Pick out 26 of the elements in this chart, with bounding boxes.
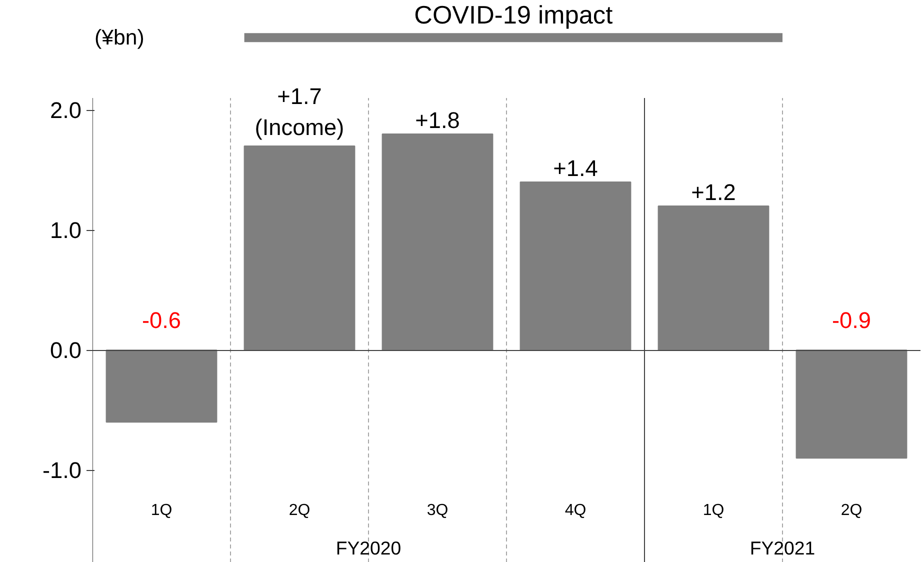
y-tick-label: 1.0 [50,217,82,244]
text: COVID-19 impact [414,2,613,30]
x-tick-label: 2Q [840,502,862,519]
data-label: +1.4 [553,155,598,182]
bar [520,182,632,351]
bar [796,350,908,459]
y-axis-title: (¥bn) [94,26,144,50]
bar [382,134,494,351]
bar [106,350,218,423]
data-label: +1.2 [691,179,736,206]
y-tick-label: 0.0 [50,337,82,364]
annotation: FY2021 [750,538,816,558]
x-tick-label: 2Q [288,502,310,519]
bar [658,206,770,351]
data-label: -0.6 [142,307,182,334]
y-tick-label: 2.0 [50,97,82,124]
data-label: +1.8 [415,107,460,134]
data-label: -0.9 [832,307,872,334]
x-tick-label: 1Q [150,502,172,519]
data-label: +1.7 (Income) [254,82,344,140]
x-tick-label: 1Q [702,502,724,519]
x-tick-label: 3Q [426,502,448,519]
x-tick-label: 4Q [564,502,586,519]
y-tick-label: -1.0 [42,457,82,484]
bar [244,146,356,351]
annotation: FY2020 [336,538,402,558]
